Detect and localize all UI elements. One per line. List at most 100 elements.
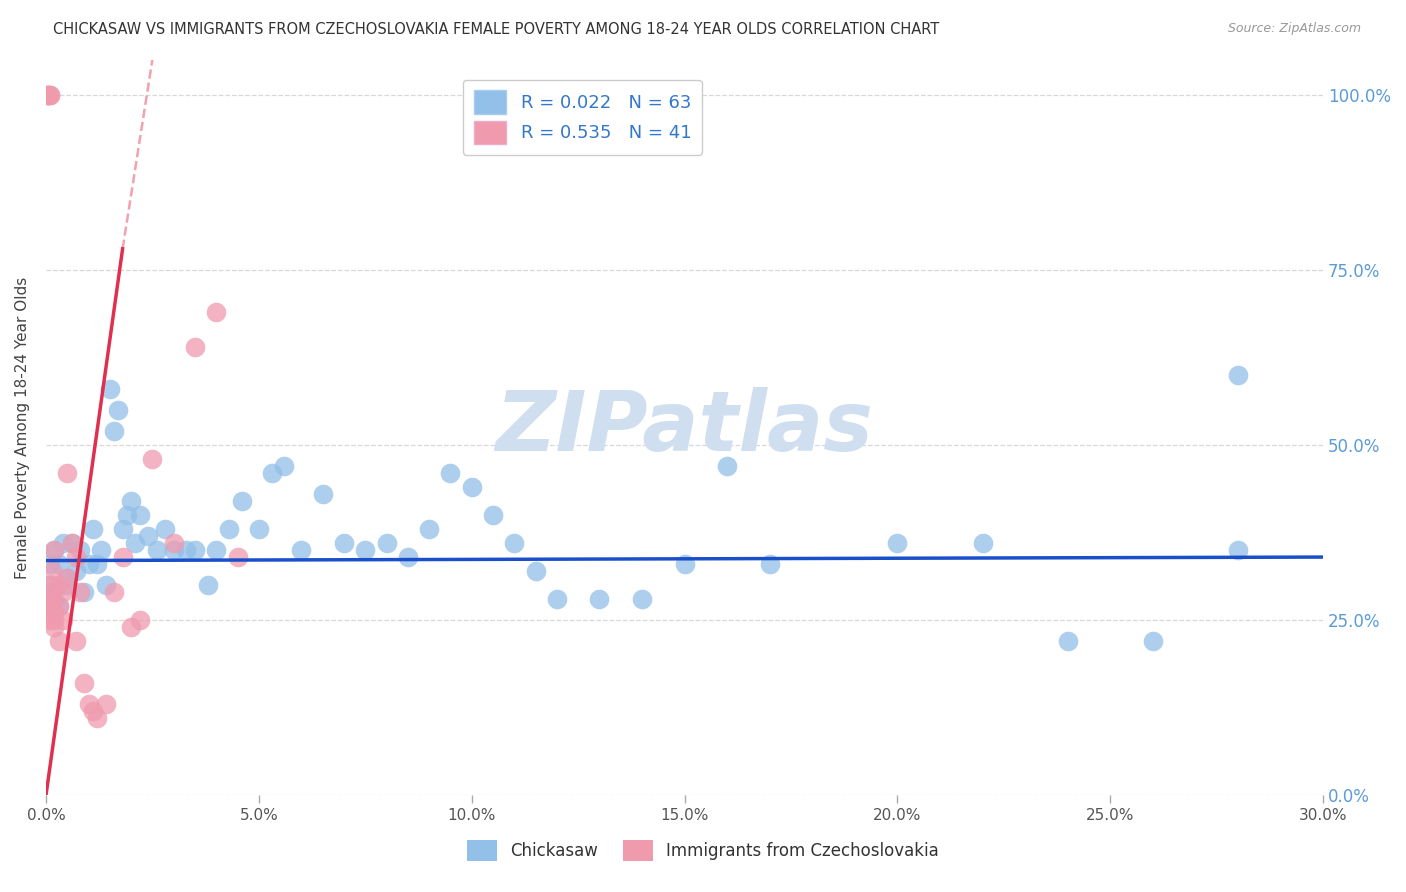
Point	[65, 550, 87, 565]
Point	[136, 529, 159, 543]
Point	[273, 458, 295, 473]
Point	[48, 599, 70, 613]
Point	[260, 466, 283, 480]
Point	[1227, 543, 1250, 558]
Point	[39, 87, 62, 102]
Point	[524, 564, 547, 578]
Point	[673, 557, 696, 571]
Point	[52, 536, 75, 550]
Point	[94, 578, 117, 592]
Point	[82, 704, 104, 718]
Point	[90, 543, 112, 558]
Point	[48, 578, 70, 592]
Point	[44, 606, 66, 620]
Legend: Chickasaw, Immigrants from Czechoslovakia: Chickasaw, Immigrants from Czechoslovaki…	[460, 833, 946, 868]
Text: Source: ZipAtlas.com: Source: ZipAtlas.com	[1227, 22, 1361, 36]
Point	[482, 508, 505, 522]
Point	[37, 87, 59, 102]
Point	[44, 613, 66, 627]
Point	[716, 458, 738, 473]
Point	[115, 508, 138, 522]
Text: ZIPatlas: ZIPatlas	[496, 387, 873, 468]
Point	[39, 87, 62, 102]
Point	[41, 599, 63, 613]
Point	[60, 536, 83, 550]
Point	[631, 592, 654, 607]
Point	[226, 550, 249, 565]
Point	[44, 543, 66, 558]
Point	[39, 578, 62, 592]
Point	[1227, 368, 1250, 382]
Point	[145, 543, 167, 558]
Legend: R = 0.022   N = 63, R = 0.535   N = 41: R = 0.022 N = 63, R = 0.535 N = 41	[463, 79, 702, 155]
Point	[163, 536, 186, 550]
Point	[48, 634, 70, 648]
Point	[39, 557, 62, 571]
Point	[1142, 634, 1164, 648]
Point	[86, 557, 108, 571]
Point	[333, 536, 356, 550]
Point	[124, 536, 146, 550]
Point	[758, 557, 780, 571]
Point	[1056, 634, 1078, 648]
Text: CHICKASAW VS IMMIGRANTS FROM CZECHOSLOVAKIA FEMALE POVERTY AMONG 18-24 YEAR OLDS: CHICKASAW VS IMMIGRANTS FROM CZECHOSLOVA…	[53, 22, 939, 37]
Point	[103, 424, 125, 438]
Point	[375, 536, 398, 550]
Point	[111, 522, 134, 536]
Point	[128, 508, 150, 522]
Point	[44, 620, 66, 634]
Point	[37, 87, 59, 102]
Point	[247, 522, 270, 536]
Point	[111, 550, 134, 565]
Point	[418, 522, 440, 536]
Point	[41, 585, 63, 599]
Point	[73, 676, 96, 690]
Point	[48, 599, 70, 613]
Point	[39, 613, 62, 627]
Point	[39, 599, 62, 613]
Point	[52, 585, 75, 599]
Point	[39, 592, 62, 607]
Point	[77, 557, 100, 571]
Point	[460, 480, 482, 494]
Point	[69, 585, 91, 599]
Point	[107, 403, 129, 417]
Point	[52, 613, 75, 627]
Point	[103, 585, 125, 599]
Point	[86, 711, 108, 725]
Point	[290, 543, 312, 558]
Point	[972, 536, 994, 550]
Point	[141, 452, 163, 467]
Point	[184, 340, 207, 354]
Point	[44, 592, 66, 607]
Point	[44, 543, 66, 558]
Point	[197, 578, 219, 592]
Point	[56, 578, 79, 592]
Point	[41, 564, 63, 578]
Point	[396, 550, 419, 565]
Point	[588, 592, 610, 607]
Point	[218, 522, 240, 536]
Point	[176, 543, 198, 558]
Point	[205, 305, 228, 319]
Point	[37, 87, 59, 102]
Point	[56, 571, 79, 585]
Point	[48, 557, 70, 571]
Point	[120, 494, 142, 508]
Point	[65, 564, 87, 578]
Point	[120, 620, 142, 634]
Point	[56, 571, 79, 585]
Point	[73, 585, 96, 599]
Point	[354, 543, 377, 558]
Y-axis label: Female Poverty Among 18-24 Year Olds: Female Poverty Among 18-24 Year Olds	[15, 277, 30, 579]
Point	[128, 613, 150, 627]
Point	[56, 466, 79, 480]
Point	[163, 543, 186, 558]
Point	[153, 522, 176, 536]
Point	[98, 382, 121, 396]
Point	[184, 543, 207, 558]
Point	[39, 578, 62, 592]
Point	[231, 494, 253, 508]
Point	[69, 543, 91, 558]
Point	[439, 466, 461, 480]
